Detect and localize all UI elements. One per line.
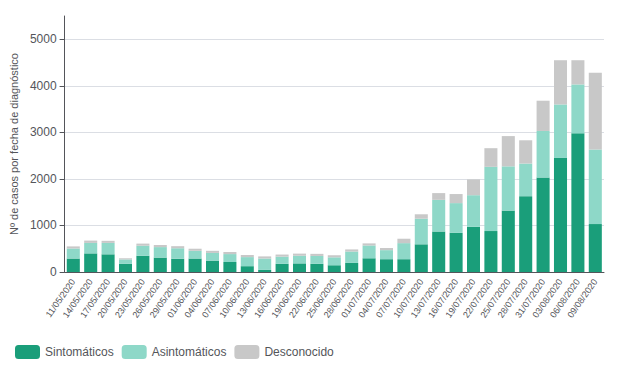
svg-text:09/08/2020: 09/08/2020	[565, 277, 599, 320]
svg-text:2000: 2000	[30, 172, 57, 186]
svg-text:23/05/2020: 23/05/2020	[112, 277, 147, 320]
svg-text:25/06/2020: 25/06/2020	[304, 277, 339, 320]
svg-text:14/05/2020: 14/05/2020	[60, 277, 95, 320]
svg-text:16/06/2020: 16/06/2020	[252, 277, 287, 320]
svg-text:01/07/2020: 01/07/2020	[339, 277, 374, 320]
svg-text:19/07/2020: 19/07/2020	[443, 277, 478, 320]
svg-text:04/06/2020: 04/06/2020	[182, 277, 217, 320]
svg-text:Sintomáticos: Sintomáticos	[45, 345, 114, 359]
svg-text:07/07/2020: 07/07/2020	[373, 277, 408, 320]
svg-text:19/06/2020: 19/06/2020	[269, 277, 304, 320]
svg-text:29/05/2020: 29/05/2020	[147, 277, 182, 320]
svg-text:28/06/2020: 28/06/2020	[321, 277, 356, 320]
svg-text:3000: 3000	[30, 125, 57, 139]
svg-text:17/05/2020: 17/05/2020	[78, 277, 113, 320]
svg-text:31/07/2020: 31/07/2020	[513, 277, 548, 320]
svg-text:Nº de casos por fecha de diagn: Nº de casos por fecha de diagnóstico	[8, 53, 20, 235]
svg-text:03/08/2020: 03/08/2020	[530, 277, 565, 320]
svg-text:20/05/2020: 20/05/2020	[95, 277, 130, 320]
svg-text:04/07/2020: 04/07/2020	[356, 277, 391, 320]
svg-text:10/06/2020: 10/06/2020	[217, 277, 252, 320]
svg-text:13/07/2020: 13/07/2020	[408, 277, 443, 320]
svg-text:0: 0	[50, 265, 57, 279]
svg-text:Desconocido: Desconocido	[264, 345, 334, 359]
svg-text:25/07/2020: 25/07/2020	[478, 277, 513, 320]
svg-text:11/05/2020: 11/05/2020	[43, 277, 78, 320]
svg-text:5000: 5000	[30, 32, 57, 46]
svg-text:13/06/2020: 13/06/2020	[234, 277, 269, 320]
svg-text:07/06/2020: 07/06/2020	[199, 277, 234, 320]
svg-text:16/07/2020: 16/07/2020	[426, 277, 461, 320]
svg-text:06/08/2020: 06/08/2020	[548, 277, 582, 320]
svg-text:4000: 4000	[30, 79, 57, 93]
svg-text:10/07/2020: 10/07/2020	[391, 277, 426, 320]
svg-text:1000: 1000	[30, 218, 57, 232]
svg-text:Asintomáticos: Asintomáticos	[152, 345, 227, 359]
svg-text:28/07/2020: 28/07/2020	[495, 277, 530, 320]
svg-text:22/06/2020: 22/06/2020	[286, 277, 321, 320]
svg-text:22/07/2020: 22/07/2020	[461, 277, 495, 320]
svg-text:01/06/2020: 01/06/2020	[165, 277, 200, 320]
svg-text:26/05/2020: 26/05/2020	[130, 277, 165, 320]
